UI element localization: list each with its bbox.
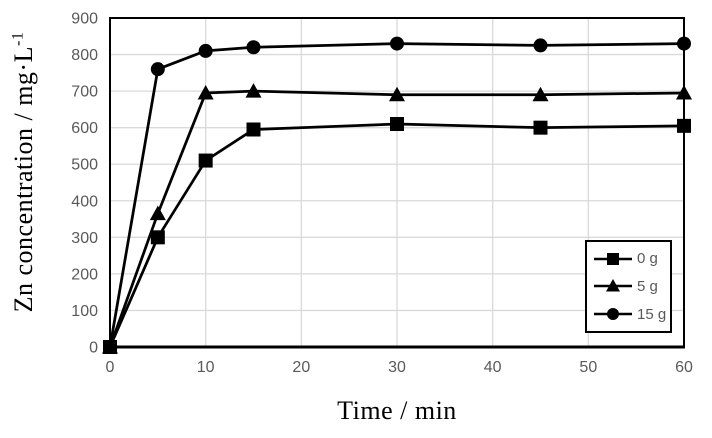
y-axis-title-superscript: -1	[9, 31, 27, 47]
y-tick-label: 100	[71, 303, 98, 320]
data-marker-circle	[533, 38, 548, 53]
legend-label: 5 g	[637, 277, 658, 295]
data-marker-square	[103, 340, 117, 354]
y-tick-label: 300	[71, 230, 98, 247]
legend-marker-circle-icon	[594, 308, 632, 321]
legend: 0 g 5 g 15 g	[585, 240, 672, 333]
data-marker-square	[390, 117, 404, 132]
data-marker-square	[150, 230, 165, 245]
data-marker-triangle	[532, 86, 549, 102]
data-marker-triangle	[245, 83, 262, 98]
y-tick-label: 0	[89, 340, 98, 357]
y-tick-label: 200	[71, 266, 98, 283]
legend-marker-triangle-icon	[594, 279, 632, 292]
data-marker-triangle	[389, 86, 405, 102]
data-marker-triangle	[197, 84, 214, 100]
x-tick-label: 40	[484, 359, 502, 376]
y-tick-label: 700	[71, 84, 98, 101]
legend-glyph-square	[607, 252, 619, 265]
data-marker-circle	[198, 43, 213, 58]
data-marker-triangle	[149, 205, 166, 221]
legend-glyph-triangle	[606, 279, 620, 292]
legend-item: 0 g	[593, 250, 666, 267]
x-tick-label: 10	[197, 359, 215, 376]
legend-label: 0 g	[637, 250, 658, 268]
x-tick-label: 50	[579, 359, 597, 376]
legend-item: 15 g	[593, 306, 666, 323]
data-marker-square	[246, 122, 261, 137]
y-tick-label: 900	[71, 11, 98, 28]
x-tick-label: 20	[292, 359, 310, 376]
x-tick-label: 0	[106, 359, 115, 376]
legend-marker-square-icon	[594, 252, 632, 265]
legend-glyph-circle	[607, 308, 619, 321]
y-axis-title-text: Zn concentration / mg·L	[9, 46, 38, 313]
y-tick-label: 600	[71, 120, 98, 137]
data-marker-square	[198, 153, 213, 168]
x-tick-label: 30	[388, 359, 406, 376]
legend-item: 5 g	[593, 278, 666, 295]
data-marker-square	[677, 118, 691, 133]
y-tick-label: 500	[71, 157, 98, 174]
data-marker-circle	[150, 62, 165, 77]
data-marker-triangle	[676, 84, 692, 100]
data-marker-circle	[246, 40, 261, 55]
legend-label: 15 g	[637, 305, 667, 323]
y-axis-title: Zn concentration / mg·L-1	[9, 32, 39, 313]
y-tick-label: 800	[71, 47, 98, 64]
x-axis-title: Time / min	[337, 396, 457, 425]
data-marker-square	[533, 120, 548, 135]
y-tick-label: 400	[71, 193, 98, 210]
x-tick-label: 60	[675, 359, 693, 376]
data-marker-circle	[677, 36, 691, 51]
data-marker-circle	[390, 36, 404, 51]
